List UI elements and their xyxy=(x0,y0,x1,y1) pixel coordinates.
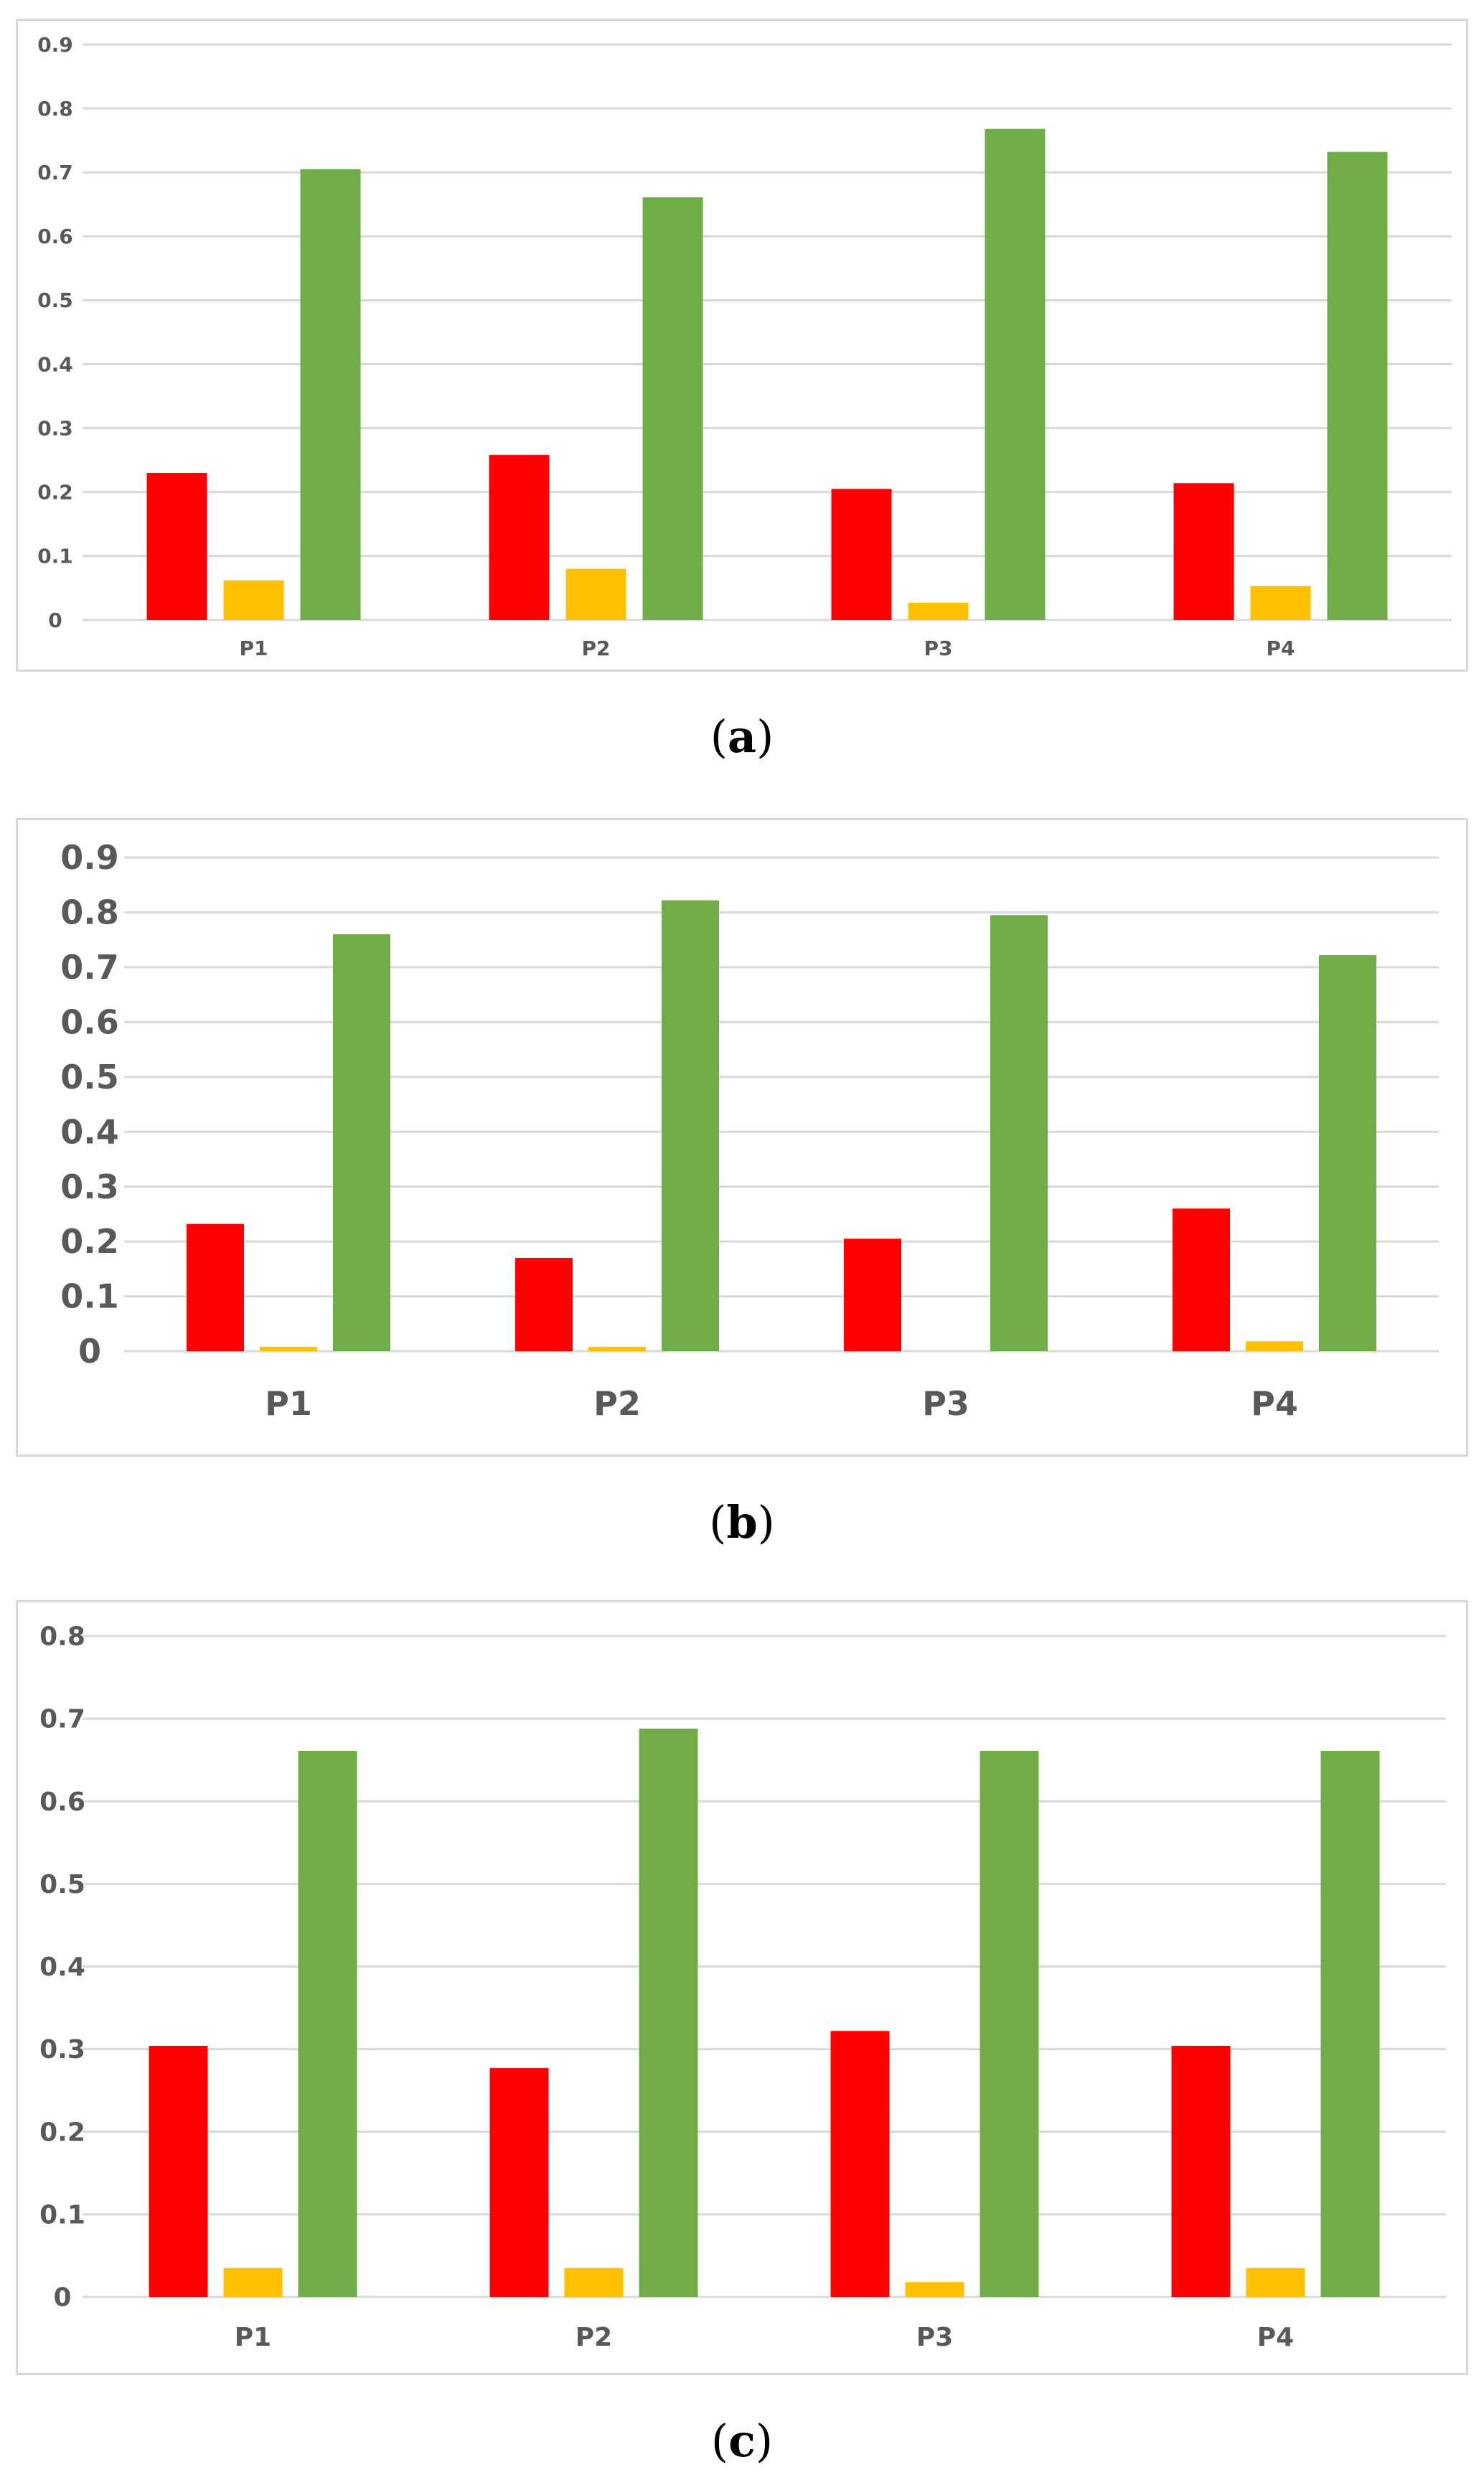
bar-red-p1 xyxy=(146,473,207,620)
x-tick-label: P3 xyxy=(922,1384,969,1423)
chart-a-frame: 0 0.1 0.2 0.3 0.4 0.5 0.6 0.7 0.8 0.9 P1 P2 P3 P4 xyxy=(16,19,1468,672)
y-tick-label: 0 xyxy=(48,609,62,632)
y-tick-label: 0.2 xyxy=(60,1222,119,1261)
bar-green-p2 xyxy=(642,197,703,620)
bar-yellow-p2 xyxy=(565,568,626,620)
bar-green-p1 xyxy=(300,169,361,620)
bar-green-p3 xyxy=(985,128,1046,621)
y-tick-label: 0.1 xyxy=(39,2200,85,2230)
y-tick-label: 0.3 xyxy=(39,2035,85,2064)
bar-yellow-p3 xyxy=(905,2282,964,2297)
chart-c: 0 0.1 0.2 0.3 0.4 0.5 0.6 0.7 0.8 P1 P2 P3 P4 xyxy=(39,1622,1446,2352)
x-tick-label: P1 xyxy=(239,636,268,660)
bar-green-p3 xyxy=(980,1751,1039,2297)
y-tick-label: 0.7 xyxy=(39,1705,85,1734)
y-tick-label: 0.1 xyxy=(37,545,73,568)
caption-a: (a) xyxy=(710,710,774,763)
x-tick-label: P2 xyxy=(593,1384,641,1423)
y-tick-label: 0.4 xyxy=(39,1953,85,1982)
chart-b-frame: 0 0.1 0.2 0.3 0.4 0.5 0.6 0.7 0.8 0.9 P1 P2 P3 P4 xyxy=(16,818,1468,1457)
y-tick-label: 0.8 xyxy=(39,1622,85,1652)
bar-green-p4 xyxy=(1319,955,1376,1351)
bar-red-p2 xyxy=(515,1258,573,1351)
y-tick-label: 0.2 xyxy=(37,481,73,504)
chart-a: 0 0.1 0.2 0.3 0.4 0.5 0.6 0.7 0.8 0.9 P1 P2 P3 P4 xyxy=(37,33,1452,660)
bar-red-p3 xyxy=(831,489,892,620)
y-tick-label: 0.7 xyxy=(37,161,73,184)
x-tick-label: P3 xyxy=(924,636,952,660)
bar-yellow-p1 xyxy=(260,1346,317,1351)
bar-red-p4 xyxy=(1173,1208,1230,1351)
x-tick-label: P4 xyxy=(1251,1384,1298,1423)
bar-green-p1 xyxy=(333,934,390,1351)
y-tick-label: 0 xyxy=(53,2283,71,2313)
x-tick-label: P4 xyxy=(1266,636,1295,660)
caption-a-letter: a xyxy=(727,710,757,763)
y-tick-label: 0.3 xyxy=(60,1168,119,1206)
y-tick-label: 0.9 xyxy=(37,33,73,57)
y-tick-label: 0.4 xyxy=(37,352,73,376)
bar-yellow-p2 xyxy=(588,1346,646,1351)
bar-red-p2 xyxy=(489,2068,549,2297)
bar-yellow-p1 xyxy=(223,580,284,620)
bar-yellow-p4 xyxy=(1246,1341,1303,1351)
y-tick-label: 0.7 xyxy=(60,948,119,987)
x-tick-label: P1 xyxy=(235,2323,271,2352)
bar-green-p1 xyxy=(298,1751,357,2297)
bar-red-p1 xyxy=(187,1223,244,1351)
bar-green-p2 xyxy=(662,900,719,1351)
bar-red-p1 xyxy=(149,2046,208,2297)
caption-b-letter: b xyxy=(726,1496,758,1549)
bar-red-p3 xyxy=(844,1239,901,1351)
y-tick-label: 0.3 xyxy=(37,416,73,440)
x-tick-label: P1 xyxy=(265,1384,312,1423)
x-tick-label: P4 xyxy=(1257,2323,1294,2352)
bar-red-p4 xyxy=(1173,483,1234,620)
bar-red-p3 xyxy=(830,2031,890,2297)
y-tick-label: 0.2 xyxy=(39,2118,85,2147)
chart-b: 0 0.1 0.2 0.3 0.4 0.5 0.6 0.7 0.8 0.9 P1 P2 P3 P4 xyxy=(60,838,1439,1423)
y-tick-label: 0.6 xyxy=(37,225,73,248)
bar-yellow-p4 xyxy=(1246,2268,1305,2297)
caption-c-letter: c xyxy=(728,2415,756,2467)
bar-green-p4 xyxy=(1320,1751,1380,2297)
bar-yellow-p4 xyxy=(1250,586,1311,620)
bar-yellow-p2 xyxy=(564,2268,624,2297)
chart-c-frame: 0 0.1 0.2 0.3 0.4 0.5 0.6 0.7 0.8 P1 P2 P3 P4 xyxy=(16,1600,1468,2375)
bar-red-p2 xyxy=(489,455,550,620)
bar-green-p2 xyxy=(639,1728,698,2297)
y-tick-label: 0.5 xyxy=(37,288,73,312)
caption-c: (c) xyxy=(710,2415,774,2467)
x-tick-label: P2 xyxy=(581,636,610,660)
y-tick-label: 0.8 xyxy=(60,893,119,932)
caption-b: (b) xyxy=(709,1496,775,1549)
bar-red-p4 xyxy=(1171,2046,1231,2297)
y-tick-label: 0.6 xyxy=(39,1787,85,1817)
y-tick-label: 0.4 xyxy=(60,1112,119,1151)
y-tick-label: 0.6 xyxy=(60,1002,119,1041)
y-tick-label: 0.9 xyxy=(60,838,119,877)
bar-yellow-p1 xyxy=(223,2268,283,2297)
bar-green-p4 xyxy=(1327,151,1388,620)
bar-yellow-p3 xyxy=(908,602,969,620)
bar-green-p3 xyxy=(990,915,1048,1351)
y-tick-label: 0.8 xyxy=(37,97,73,121)
y-tick-label: 0.5 xyxy=(60,1058,119,1096)
y-tick-label: 0.5 xyxy=(39,1870,85,1899)
x-tick-label: P3 xyxy=(916,2323,953,2352)
x-tick-label: P2 xyxy=(576,2323,612,2352)
y-tick-label: 0.1 xyxy=(60,1277,119,1316)
y-tick-label: 0 xyxy=(78,1332,101,1371)
